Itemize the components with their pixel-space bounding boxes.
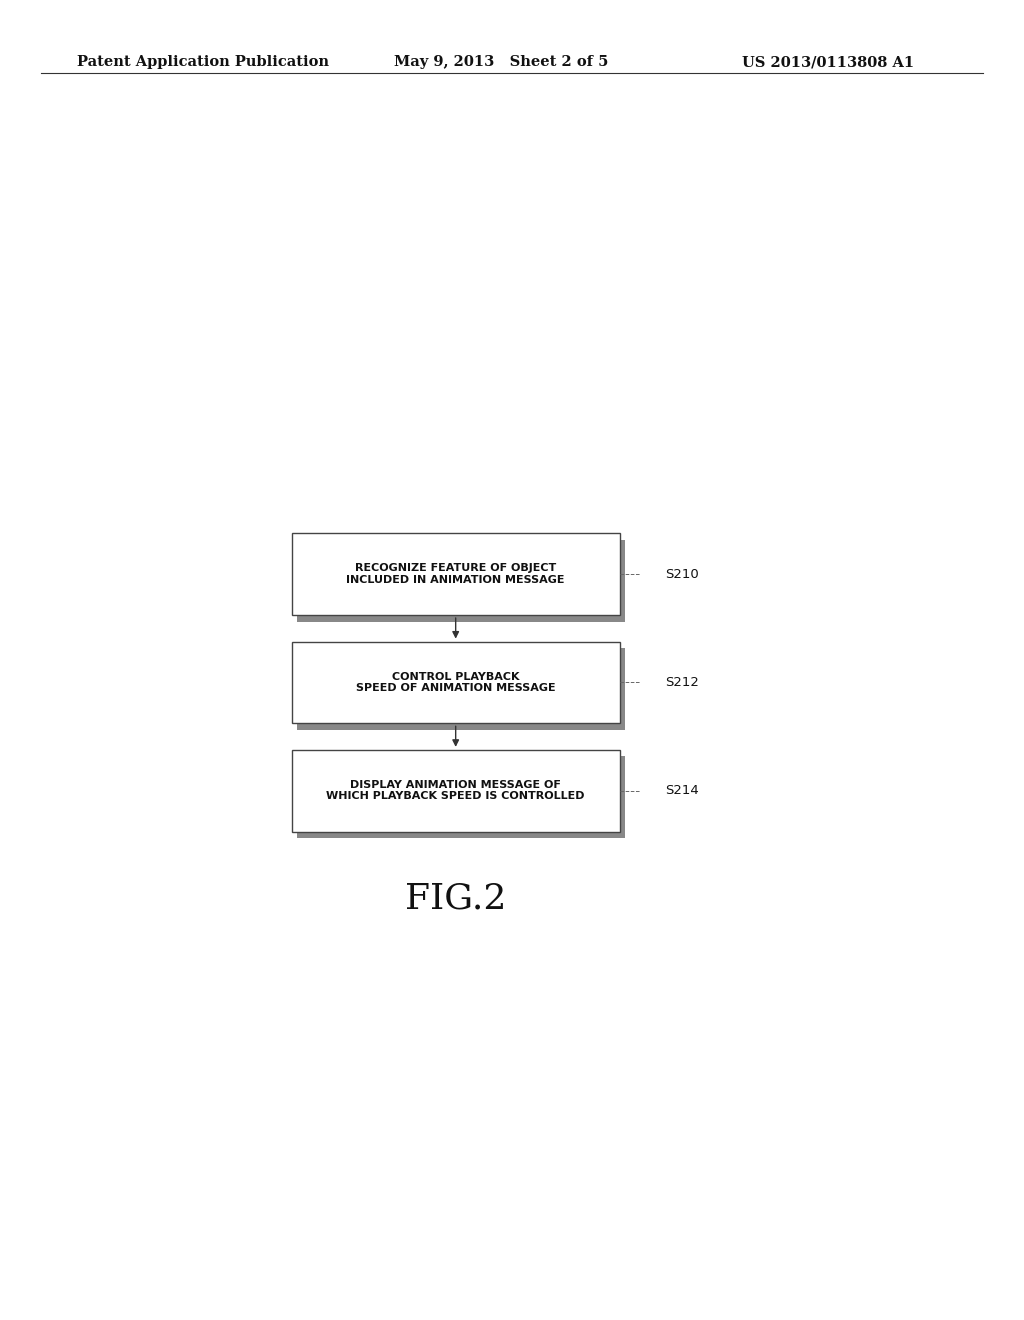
Text: S214: S214 [666, 784, 699, 797]
Text: May 9, 2013   Sheet 2 of 5: May 9, 2013 Sheet 2 of 5 [394, 55, 608, 70]
Bar [292, 533, 620, 615]
Text: S212: S212 [666, 676, 699, 689]
Bar [292, 750, 620, 832]
Text: DISPLAY ANIMATION MESSAGE OF
WHICH PLAYBACK SPEED IS CONTROLLED: DISPLAY ANIMATION MESSAGE OF WHICH PLAYB… [327, 780, 585, 801]
Text: US 2013/0113808 A1: US 2013/0113808 A1 [742, 55, 914, 70]
Text: S210: S210 [666, 568, 699, 581]
Text: RECOGNIZE FEATURE OF OBJECT
INCLUDED IN ANIMATION MESSAGE: RECOGNIZE FEATURE OF OBJECT INCLUDED IN … [346, 564, 565, 585]
Text: Patent Application Publication: Patent Application Publication [77, 55, 329, 70]
Bar [297, 540, 625, 622]
Text: CONTROL PLAYBACK
SPEED OF ANIMATION MESSAGE: CONTROL PLAYBACK SPEED OF ANIMATION MESS… [356, 672, 555, 693]
Bar [292, 642, 620, 723]
Bar [297, 756, 625, 838]
Text: FIG.2: FIG.2 [406, 882, 506, 916]
Bar [297, 648, 625, 730]
